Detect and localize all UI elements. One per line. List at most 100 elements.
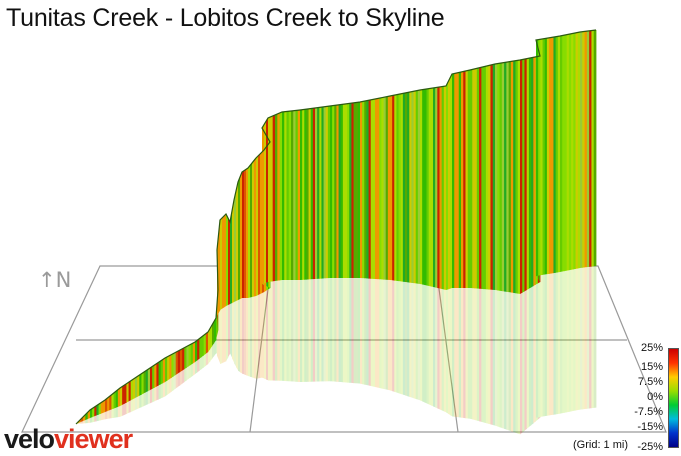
profile-segment (264, 121, 267, 284)
profile-segment (338, 104, 342, 278)
reflection-segment (288, 280, 292, 382)
profile-segment (368, 99, 372, 279)
reflection-segment (201, 355, 205, 369)
reflection-segment (120, 404, 123, 417)
profile-segment (450, 74, 453, 289)
profile-segment (375, 98, 378, 280)
reflection-segment (546, 273, 550, 416)
reflection-segment (98, 413, 102, 421)
reflection-segment (347, 278, 350, 383)
reflection-segment (268, 281, 271, 381)
profile-segment (402, 93, 406, 282)
reflection-segment (226, 305, 229, 362)
reflection-segment (351, 278, 354, 384)
profile-segment (117, 388, 121, 407)
reflection-segment (222, 307, 225, 364)
profile-segment (422, 89, 425, 285)
profile-segment (472, 68, 475, 289)
reflection-segment (167, 379, 170, 395)
reflection-segment (349, 278, 352, 383)
profile-segment (357, 102, 361, 278)
profile-segment (411, 91, 414, 284)
reflection-segment (96, 414, 99, 422)
profile-segment (528, 57, 532, 289)
reflection-segment (439, 288, 443, 411)
reflection-segment (124, 402, 127, 415)
reflection-segment (264, 285, 266, 378)
profile-segment (222, 216, 225, 309)
profile-segment (526, 58, 530, 290)
profile-segment (522, 59, 525, 293)
reflection-segment (345, 278, 348, 383)
legend-tick-0: 0% (647, 391, 663, 403)
profile-segment (214, 318, 217, 343)
reflection-segment (584, 267, 588, 410)
reflection-segment (83, 420, 86, 424)
reflection-segment (463, 288, 466, 419)
profile-segment (536, 39, 539, 276)
profile-segment (461, 71, 464, 288)
reflection-segment (405, 282, 408, 397)
profile-segment (90, 408, 93, 418)
reflection-segment (542, 274, 546, 417)
logo-part-velo: velo (4, 424, 55, 454)
reflection-segment (268, 288, 271, 377)
reflection-segment (470, 288, 473, 420)
profile-segment (306, 108, 309, 280)
legend-tick-15: 15% (640, 361, 663, 373)
profile-segment (409, 91, 412, 283)
profile-segment (415, 90, 419, 284)
profile-segment (555, 36, 559, 273)
reflection-segment (113, 407, 117, 418)
profile-segment (126, 382, 129, 403)
profile-segment (551, 37, 554, 274)
reflection-segment (252, 296, 255, 379)
profile-segment (538, 39, 541, 276)
profile-segment (184, 346, 187, 370)
profile-segment (228, 218, 231, 305)
reflection-segment (506, 291, 510, 431)
profile-segment (201, 335, 205, 357)
profile-segment (212, 321, 215, 346)
profile-segment (568, 33, 572, 271)
profile-segment (497, 63, 500, 291)
profile-segment (533, 56, 536, 287)
profile-segment (407, 92, 410, 283)
reflection-segment (332, 278, 335, 382)
reflection-segment (461, 288, 464, 418)
profile-segment (302, 109, 305, 280)
reflection-segment (424, 285, 427, 404)
reflection-segment (291, 280, 294, 382)
reflection-segment (293, 280, 296, 382)
reflection-segment (497, 290, 500, 428)
profile-segment (448, 78, 451, 290)
profile-segment (80, 417, 84, 422)
reflection-segment (262, 284, 264, 378)
reflection-segment (593, 266, 597, 408)
reflection-segment (433, 287, 436, 408)
reflection-segment (555, 272, 559, 415)
reflection-segment (132, 398, 136, 411)
profile-segment (308, 108, 312, 280)
reflection-segment (210, 346, 213, 362)
profile-segment (323, 106, 327, 279)
reflection-segment (282, 280, 285, 381)
veloviewer-logo[interactable]: veloviewer (4, 424, 133, 455)
profile-segment (113, 391, 117, 409)
profile-segment (443, 86, 447, 290)
reflection-segment (190, 363, 194, 378)
profile-segment (238, 177, 241, 300)
reflection-segment (562, 271, 565, 414)
reflection-segment (169, 377, 172, 394)
profile-segment (463, 71, 466, 288)
profile-segment (586, 30, 590, 268)
reflection-segment (220, 308, 223, 364)
profile-segment (317, 107, 320, 279)
reflection-segment (310, 279, 314, 382)
profile-segment (177, 350, 181, 374)
reflection-segment (549, 273, 552, 416)
reflection-segment (175, 373, 179, 389)
profile-segment (504, 62, 507, 292)
profile-segment (167, 355, 170, 381)
profile-segment (240, 172, 243, 299)
